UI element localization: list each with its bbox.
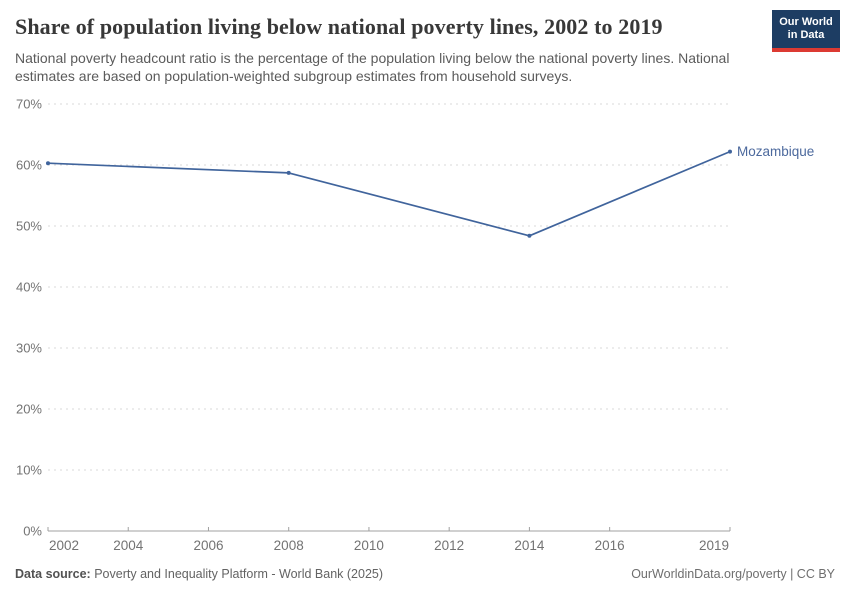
owid-logo-red-bar — [772, 48, 840, 52]
owid-logo-line1: Our World — [779, 16, 833, 28]
x-tick-label: 2019 — [699, 538, 729, 553]
data-source-text: Poverty and Inequality Platform - World … — [94, 567, 384, 581]
y-tick-label: 60% — [16, 158, 42, 173]
license-link[interactable]: OurWorldinData.org/poverty | CC BY — [631, 567, 835, 581]
x-tick-label: 2012 — [434, 538, 464, 553]
chart-subtitle: National poverty headcount ratio is the … — [15, 50, 730, 84]
data-source-note: Data source: Poverty and Inequality Plat… — [15, 567, 383, 581]
series-label[interactable]: Mozambique — [737, 144, 814, 159]
data-point[interactable] — [46, 161, 50, 166]
owid-logo-line2: in Data — [787, 29, 825, 41]
data-point[interactable] — [286, 170, 291, 175]
data-point[interactable] — [728, 149, 732, 154]
y-tick-label: 20% — [16, 402, 42, 417]
owid-logo[interactable]: Our World in Data — [772, 10, 840, 52]
x-tick-label: 2006 — [193, 538, 223, 553]
y-tick-label: 50% — [16, 219, 42, 234]
data-line-mozambique[interactable] — [47, 150, 731, 237]
y-tick-label: 30% — [16, 341, 42, 356]
x-tick-label: 2010 — [354, 538, 384, 553]
y-tick-label: 0% — [23, 524, 42, 539]
x-tick-label: 2016 — [595, 538, 625, 553]
x-tick-label: 2004 — [113, 538, 144, 553]
data-source-label: Data source: — [15, 567, 91, 581]
chart-header: Share of population living below nationa… — [15, 14, 775, 85]
owid-logo-text: Our World in Data — [772, 10, 840, 48]
data-point[interactable] — [527, 233, 532, 238]
x-tick-label: 2002 — [49, 538, 79, 553]
y-tick-label: 40% — [16, 280, 42, 295]
x-tick-label: 2014 — [514, 538, 545, 553]
chart-title: Share of population living below nationa… — [15, 14, 663, 39]
y-tick-label: 70% — [16, 97, 42, 112]
chart-footer: Data source: Poverty and Inequality Plat… — [15, 567, 835, 581]
y-tick-label: 10% — [16, 463, 42, 478]
x-tick-label: 2008 — [274, 538, 304, 553]
